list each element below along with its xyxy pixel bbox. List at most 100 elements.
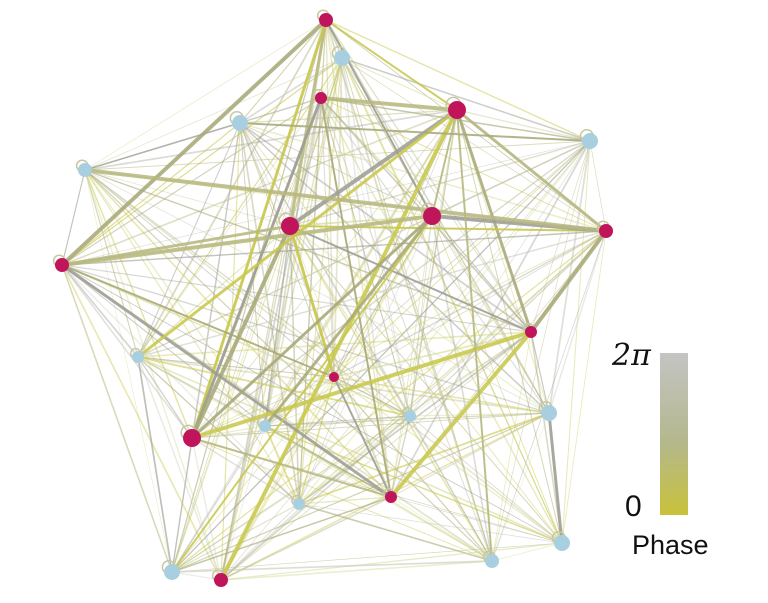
edge: [171, 503, 300, 573]
edge: [409, 109, 458, 417]
edge: [171, 496, 392, 573]
edge: [341, 57, 493, 562]
edge: [264, 225, 291, 427]
node-magenta: [319, 13, 333, 27]
edge: [298, 503, 563, 544]
edge: [333, 57, 343, 378]
node-blue: [293, 498, 305, 510]
edge: [289, 225, 300, 505]
edge: [190, 97, 323, 439]
edge: [264, 425, 563, 544]
edge: [61, 264, 222, 581]
edge: [61, 169, 86, 266]
edge: [84, 169, 392, 498]
node-magenta: [183, 429, 201, 447]
edge: [84, 109, 458, 171]
edge: [171, 331, 532, 573]
edge: [137, 97, 322, 358]
edge: [431, 109, 458, 217]
edge: [263, 215, 434, 427]
edge: [61, 264, 266, 427]
edge: [298, 376, 335, 505]
node-magenta: [329, 372, 339, 382]
edge: [220, 415, 411, 581]
edge: [289, 225, 563, 544]
phase-colorbar: [660, 353, 688, 515]
node-magenta: [55, 258, 69, 272]
edge: [61, 109, 458, 266]
edge: [341, 57, 563, 544]
node-magenta: [385, 491, 397, 503]
node-magenta: [315, 92, 327, 104]
edge: [84, 169, 193, 439]
edge: [409, 412, 550, 417]
edge: [84, 169, 222, 581]
edge: [333, 331, 532, 378]
edge: [390, 415, 411, 498]
edge: [288, 19, 328, 227]
edge: [456, 109, 563, 544]
edge: [431, 215, 563, 544]
edge: [171, 412, 550, 573]
edge: [137, 356, 193, 439]
edge: [84, 169, 139, 358]
edge: [191, 412, 550, 439]
edge: [530, 140, 591, 333]
edge: [61, 264, 193, 439]
edge: [389, 330, 533, 499]
edge: [289, 225, 550, 414]
edge: [298, 109, 458, 505]
edge: [390, 496, 493, 562]
edge: [289, 225, 532, 333]
edge: [298, 57, 343, 505]
node-blue: [582, 133, 598, 149]
edge: [239, 57, 343, 124]
edge: [171, 542, 563, 573]
edge: [239, 122, 591, 142]
edge: [264, 230, 607, 427]
edge: [264, 140, 591, 427]
node-blue: [554, 535, 570, 551]
edge: [84, 169, 550, 414]
edge: [491, 230, 607, 562]
edge: [137, 356, 411, 417]
edge: [589, 140, 607, 232]
edge: [137, 108, 458, 359]
edge: [239, 122, 433, 217]
edge: [84, 19, 327, 171]
edge: [171, 97, 322, 573]
node-magenta: [448, 101, 466, 119]
edge: [561, 140, 591, 544]
colorbar-min-label: 0: [625, 490, 642, 523]
edge: [171, 425, 266, 573]
edge: [239, 122, 493, 562]
node-blue: [485, 554, 499, 568]
edge: [84, 169, 173, 573]
edge: [409, 140, 591, 417]
node-blue: [404, 410, 416, 422]
edge: [61, 214, 433, 267]
edge: [431, 215, 493, 562]
node-magenta: [525, 326, 537, 338]
edge: [171, 140, 591, 573]
node-magenta: [423, 207, 441, 225]
edge: [298, 230, 607, 505]
edge: [171, 230, 607, 573]
edge: [61, 264, 550, 414]
edge: [456, 109, 493, 562]
colorbar-max-label: 2π: [612, 338, 651, 373]
node-magenta: [599, 224, 613, 238]
edge: [320, 97, 563, 544]
edge: [61, 230, 607, 266]
edge: [220, 331, 532, 581]
edge: [239, 19, 327, 124]
edge: [325, 19, 591, 142]
edge: [220, 230, 607, 581]
edge: [191, 415, 411, 439]
edge: [220, 97, 322, 581]
edge: [289, 225, 392, 498]
node-blue: [78, 163, 92, 177]
edge: [547, 412, 564, 544]
edge: [298, 415, 411, 505]
node-blue: [164, 564, 180, 580]
